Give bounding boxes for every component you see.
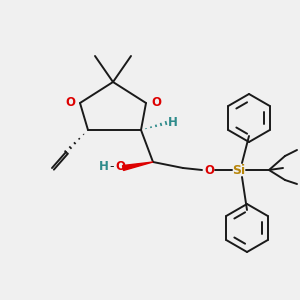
Text: O: O	[65, 95, 75, 109]
Text: O: O	[151, 95, 161, 109]
Text: Si: Si	[232, 164, 246, 176]
Text: H: H	[168, 116, 178, 130]
Text: O: O	[204, 164, 214, 176]
Polygon shape	[122, 162, 153, 170]
Text: O: O	[115, 160, 125, 173]
Text: H: H	[99, 160, 109, 173]
Text: -: -	[110, 160, 114, 173]
